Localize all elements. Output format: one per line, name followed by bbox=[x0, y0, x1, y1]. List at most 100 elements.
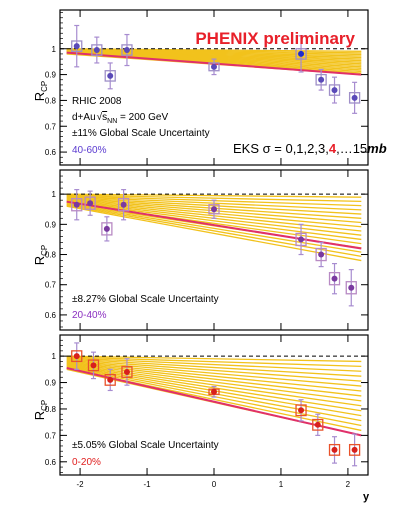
centrality-bottom: 0-20% bbox=[72, 457, 101, 468]
system-sqrt-s: s bbox=[102, 112, 107, 123]
eks-band-line-middle-13 bbox=[66, 203, 362, 253]
eks-band-line-bottom-0 bbox=[66, 355, 362, 363]
eks-label: EKS σ = 0,1,2,3,4,…15mb bbox=[233, 141, 387, 156]
chart-title: PHENIX preliminary bbox=[195, 29, 355, 48]
xtick-label-0: -2 bbox=[77, 480, 85, 489]
ytick-label-middle-3: 0.9 bbox=[45, 220, 57, 229]
ytick-label-top-4: 1 bbox=[52, 45, 57, 54]
ytick-label-top-3: 0.9 bbox=[45, 71, 57, 80]
plot-area-top bbox=[60, 24, 368, 114]
eks-band-line-bottom-8 bbox=[66, 362, 362, 402]
eks-band-line-bottom-1 bbox=[66, 356, 362, 367]
data-point-bottom-2 bbox=[107, 376, 114, 383]
data-point-bottom-5 bbox=[298, 407, 305, 414]
global-uncertainty-bottom: ±5.05% Global Scale Uncertainty bbox=[72, 440, 219, 451]
sys-box-middle-4 bbox=[208, 204, 220, 215]
xtick-label-1: -1 bbox=[143, 480, 151, 489]
data-point-bottom-0 bbox=[73, 353, 80, 360]
global-uncertainty-top: ±11% Global Scale Uncertainty bbox=[72, 128, 210, 139]
system-prefix: d+Au bbox=[72, 112, 96, 123]
ytick-label-middle-0: 0.6 bbox=[45, 311, 57, 320]
ytick-label-bottom-1: 0.7 bbox=[45, 431, 57, 440]
sys-box-middle-8 bbox=[345, 281, 357, 295]
sys-box-middle-6 bbox=[315, 247, 327, 262]
ytick-label-middle-1: 0.7 bbox=[45, 281, 57, 290]
panel-bottom-plot: 0.6 0.7 0.8 0.9 1 -2 -1 0 1 2 bbox=[45, 335, 368, 489]
plot-area-middle bbox=[60, 189, 368, 307]
ylabel-bottom-main: R bbox=[32, 411, 47, 420]
sys-box-top-7 bbox=[328, 84, 341, 96]
data-point-bottom-7 bbox=[331, 446, 338, 453]
data-point-bottom-8 bbox=[351, 446, 358, 453]
sys-box-middle-3 bbox=[117, 198, 130, 212]
panel-frame-top bbox=[59, 9, 369, 166]
ylabel-top: RCP bbox=[32, 81, 49, 102]
ytick-label-top-2: 0.8 bbox=[45, 96, 57, 105]
sys-box-top-5 bbox=[295, 48, 307, 60]
eks-prefix: EKS σ = 0,1,2,3, bbox=[233, 141, 329, 156]
xtick-label-2: 0 bbox=[212, 480, 217, 489]
eks-band-line-middle-14 bbox=[66, 204, 362, 257]
sys-box-bottom-7 bbox=[328, 443, 341, 456]
ylabel-middle-sub: CP bbox=[40, 245, 49, 256]
data-point-top-2 bbox=[107, 72, 114, 79]
ytick-label-bottom-0: 0.6 bbox=[45, 458, 57, 467]
sys-box-middle-1 bbox=[84, 196, 96, 210]
sys-box-top-3 bbox=[121, 44, 133, 56]
sys-box-bottom-6 bbox=[312, 418, 324, 431]
ylabel-top-sub: CP bbox=[40, 81, 49, 92]
data-point-middle-6 bbox=[318, 251, 325, 258]
data-point-top-0 bbox=[73, 43, 80, 50]
run-label: RHIC 2008 bbox=[72, 96, 122, 107]
xlabel: y bbox=[363, 491, 370, 503]
ytick-label-top-0: 0.6 bbox=[45, 148, 57, 157]
sys-box-bottom-2 bbox=[104, 373, 116, 386]
system-suffix: = 200 GeV bbox=[117, 112, 168, 123]
plot-area-bottom bbox=[60, 342, 368, 467]
eks-band-line-bottom-9 bbox=[66, 363, 362, 407]
ytick-label-middle-2: 0.8 bbox=[45, 251, 57, 260]
sys-box-bottom-0 bbox=[71, 350, 83, 363]
data-point-top-4 bbox=[211, 63, 217, 70]
data-point-middle-3 bbox=[120, 201, 127, 208]
data-point-middle-7 bbox=[331, 275, 338, 282]
eks-band-line-middle-10 bbox=[66, 201, 362, 241]
centrality-top: 40-60% bbox=[72, 145, 107, 156]
sys-box-top-1 bbox=[91, 44, 103, 56]
centrality-middle: 20-40% bbox=[72, 310, 107, 321]
sys-box-top-6 bbox=[315, 73, 327, 86]
ytick-label-top-1: 0.7 bbox=[45, 122, 57, 131]
sys-box-top-8 bbox=[348, 92, 361, 104]
ylabel-bottom-sub: CP bbox=[40, 400, 49, 411]
data-point-top-8 bbox=[351, 94, 358, 101]
sys-box-middle-7 bbox=[328, 271, 341, 286]
global-uncertainty-middle: ±8.27% Global Scale Uncertainty bbox=[72, 294, 219, 305]
sys-box-bottom-8 bbox=[348, 443, 361, 456]
system-label: d+Au√sNN = 200 GeV bbox=[72, 111, 168, 125]
data-point-middle-0 bbox=[73, 201, 80, 208]
sys-box-top-0 bbox=[71, 40, 83, 52]
xtick-label-4: 2 bbox=[346, 480, 351, 489]
ytick-label-bottom-2: 0.8 bbox=[45, 405, 57, 414]
eks-suffix: ,…15 bbox=[336, 141, 367, 156]
sqrt-sign: √ bbox=[97, 111, 103, 123]
fit-line-middle bbox=[66, 200, 362, 250]
data-point-top-6 bbox=[318, 76, 325, 83]
ylabel-middle: RCP bbox=[32, 245, 49, 266]
xtick-label-3: 1 bbox=[279, 480, 284, 489]
ytick-label-bottom-4: 1 bbox=[52, 352, 57, 361]
eks-highlight: 4 bbox=[329, 141, 337, 156]
data-point-bottom-1 bbox=[90, 362, 97, 369]
eks-unit: mb bbox=[367, 141, 387, 156]
sys-box-middle-2 bbox=[101, 222, 113, 236]
ylabel-top-main: R bbox=[32, 92, 47, 101]
panel-middle-plot: 0.6 0.7 0.8 0.9 1 bbox=[45, 170, 368, 330]
eks-band-line-middle-1 bbox=[66, 194, 362, 203]
data-point-middle-2 bbox=[103, 225, 110, 232]
sys-box-bottom-5 bbox=[295, 404, 307, 417]
sys-box-middle-5 bbox=[295, 232, 307, 247]
data-point-middle-5 bbox=[298, 236, 305, 243]
ytick-label-middle-4: 1 bbox=[52, 190, 57, 199]
ytick-label-bottom-3: 0.9 bbox=[45, 379, 57, 388]
